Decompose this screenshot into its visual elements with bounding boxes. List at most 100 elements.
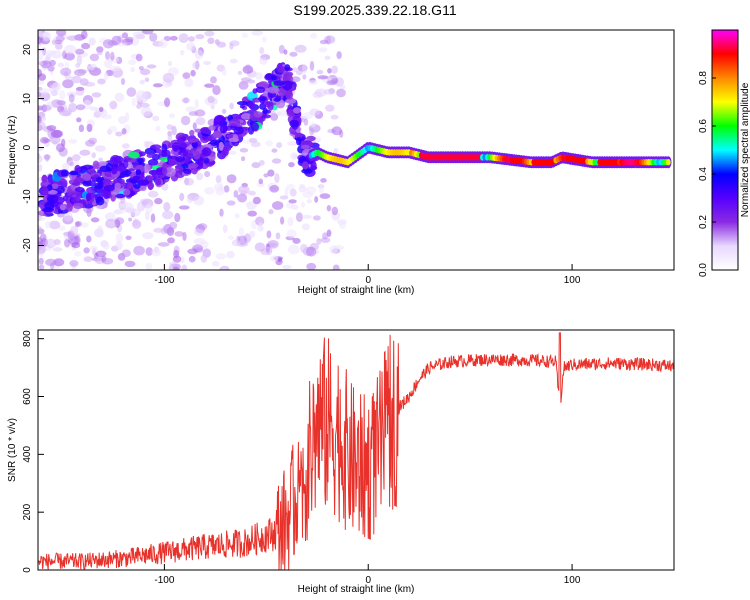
spectral-noise-blob — [148, 190, 159, 198]
spectral-noise-blob — [287, 141, 298, 146]
spectral-noise-blob — [110, 51, 115, 61]
spectral-noise-blob — [204, 30, 215, 37]
spectral-blob — [267, 86, 280, 94]
snr-x-label: Height of straight line (km) — [298, 584, 415, 595]
spectral-noise-blob — [254, 242, 266, 252]
spectral-blob — [123, 189, 131, 196]
spectral-noise-blob — [221, 108, 227, 114]
spectral-blob — [86, 192, 92, 202]
spectral-noise-blob — [91, 152, 96, 159]
spectral-blob — [54, 196, 65, 204]
spectral-noise-blob — [67, 138, 78, 144]
spectral-blob — [171, 142, 180, 152]
spectral-noise-blob — [46, 125, 57, 131]
spectral-blob — [75, 186, 85, 193]
spectral-noise-blob — [204, 83, 215, 88]
spectral-blob — [194, 128, 202, 133]
spectral-noise-blob — [336, 88, 346, 98]
spectral-noise-blob — [277, 110, 288, 117]
spectral-noise-blob — [38, 225, 42, 231]
spectral-noise-blob — [181, 264, 188, 270]
spectral-noise-blob — [58, 225, 66, 232]
spectrogram-x-label: Height of straight line (km) — [298, 285, 415, 296]
spectral-noise-blob — [184, 178, 195, 186]
spectral-noise-blob — [162, 72, 175, 83]
spectral-blob — [214, 114, 226, 125]
spectral-noise-blob — [70, 75, 82, 84]
colorbar: 0.0 0.2 0.4 0.6 0.8 Normalized spectral ampl… — [698, 29, 750, 277]
spectral-blob — [40, 186, 49, 196]
y-tick-label: 0 — [22, 144, 33, 150]
spectral-noise-blob — [81, 30, 88, 40]
spectral-noise-blob — [64, 52, 75, 61]
spectral-noise-blob — [247, 210, 257, 217]
spectral-blob — [95, 176, 103, 183]
spectral-noise-blob — [118, 42, 128, 47]
spectral-noise-blob — [204, 187, 215, 195]
spectral-blob — [309, 165, 318, 171]
spectral-noise-blob — [101, 114, 112, 120]
spectral-noise-blob — [258, 160, 265, 166]
spectral-noise-blob — [56, 30, 67, 37]
spectral-blob — [212, 130, 223, 139]
spectral-blob — [137, 179, 150, 186]
spectral-noise-blob — [292, 67, 298, 73]
spectral-noise-blob — [195, 34, 205, 40]
spectral-noise-blob — [75, 63, 81, 68]
spectral-noise-blob — [184, 78, 194, 88]
spectral-blob — [192, 150, 201, 160]
spectral-noise-blob — [55, 35, 65, 42]
spectral-noise-blob — [49, 84, 55, 94]
spectral-noise-blob — [303, 118, 309, 126]
spectral-noise-blob — [238, 81, 249, 90]
spectral-noise-blob — [95, 250, 107, 258]
spectral-noise-blob — [316, 238, 322, 245]
spectral-noise-blob — [114, 209, 122, 215]
spectral-noise-blob — [271, 148, 278, 153]
spectral-noise-blob — [290, 76, 301, 83]
spectral-noise-blob — [125, 36, 134, 43]
spectral-noise-blob — [49, 59, 56, 67]
spectral-blob — [110, 165, 118, 175]
spectral-blob — [219, 123, 228, 134]
spectral-blob — [178, 149, 189, 157]
spectral-noise-blob — [118, 116, 127, 124]
spectral-noise-blob — [219, 208, 224, 217]
spectral-noise-blob — [74, 48, 85, 55]
spectral-noise-blob — [51, 99, 63, 108]
snr-y-ticks: 0 200 400 600 800 — [22, 330, 44, 573]
spectral-noise-blob — [170, 35, 178, 41]
spectral-blob — [174, 170, 186, 179]
spectral-noise-blob — [306, 199, 312, 204]
spectral-noise-blob — [213, 183, 223, 191]
spectral-blob — [68, 171, 79, 176]
spectral-noise-blob — [167, 237, 175, 244]
spectral-blob — [47, 189, 58, 195]
spectral-noise-blob — [38, 244, 46, 255]
spectral-noise-blob — [98, 106, 104, 112]
spectral-noise-blob — [221, 67, 227, 77]
spectral-noise-blob — [109, 100, 118, 110]
spectral-noise-blob — [76, 221, 82, 227]
spectral-noise-blob — [150, 213, 156, 223]
spectral-noise-blob — [188, 255, 196, 263]
spectral-noise-blob — [105, 218, 117, 229]
spectral-blob — [228, 137, 240, 143]
spectral-noise-blob — [109, 125, 118, 133]
spectral-noise-blob — [131, 98, 137, 107]
spectral-blob — [270, 75, 277, 81]
spectral-blob — [144, 147, 157, 155]
spectral-blob — [135, 169, 142, 175]
spectral-noise-blob — [78, 124, 85, 133]
y-tick-label: 20 — [22, 44, 33, 56]
spectral-noise-blob — [77, 69, 88, 74]
spectral-noise-blob — [254, 72, 264, 80]
spectral-blob — [203, 157, 210, 164]
spectral-blob — [161, 143, 168, 153]
spectral-noise-blob — [258, 178, 264, 185]
spectral-noise-blob — [45, 238, 57, 249]
spectral-noise-blob — [294, 44, 307, 53]
spectral-noise-blob — [169, 113, 176, 119]
spectral-noise-blob — [38, 47, 43, 53]
spectral-noise-blob — [161, 183, 169, 191]
